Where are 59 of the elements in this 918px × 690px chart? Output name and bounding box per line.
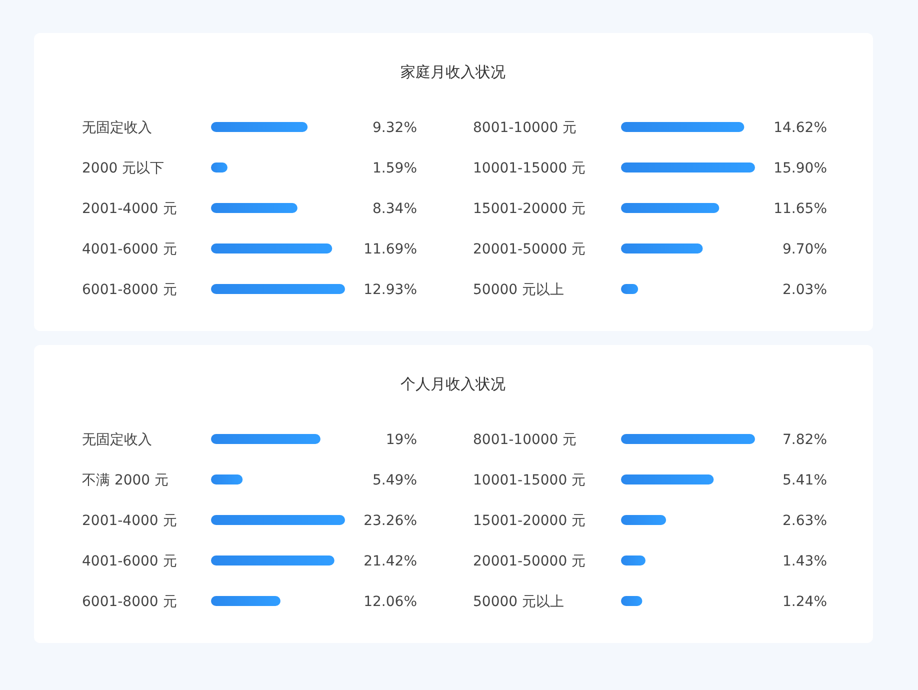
bar [211,284,345,294]
y-tick-label: 10001-15000 元 [473,160,586,176]
y-tick-label: 8001-10000 元 [473,120,577,136]
data-label: 2.63% [782,513,827,529]
bar [211,203,298,213]
y-tick-label: 2001-4000 元 [82,513,177,529]
bar [621,556,646,566]
y-tick-label: 4001-6000 元 [82,242,177,258]
bar [211,244,332,254]
data-label: 7.82% [782,432,827,448]
data-label: 11.69% [364,242,417,258]
bar [621,244,703,254]
y-tick-label: 20001-50000 元 [473,242,586,258]
data-label: 5.49% [372,472,417,488]
data-label: 2.03% [782,282,827,298]
text: 个人月收入状况 [400,375,506,393]
bar [621,122,744,132]
data-label: 1.59% [372,160,417,176]
bar [211,122,308,132]
bar [621,515,666,525]
y-tick-label: 4001-6000 元 [82,554,177,570]
y-tick-label: 15001-20000 元 [473,513,586,529]
y-tick-label: 6001-8000 元 [82,594,177,610]
bar [211,596,280,606]
data-label: 1.24% [782,594,827,610]
data-label: 5.41% [782,472,827,488]
data-label: 19% [386,432,417,448]
data-label: 21.42% [364,554,417,570]
y-tick-label: 15001-20000 元 [473,201,586,217]
y-tick-label: 8001-10000 元 [473,432,577,448]
bar [621,434,755,444]
data-label: 12.06% [364,594,417,610]
bar [621,474,714,484]
data-label: 8.34% [372,201,417,217]
y-tick-label: 无固定收入 [82,432,152,448]
bar [211,474,243,484]
data-label: 12.93% [364,282,417,298]
y-tick-label: 2001-4000 元 [82,201,177,217]
data-label: 11.65% [774,201,827,217]
data-label: 15.90% [774,160,827,176]
data-label: 9.70% [782,242,827,258]
y-tick-label: 2000 元以下 [82,160,164,176]
text: 家庭月收入状况 [400,63,506,81]
y-tick-label: 50000 元以上 [473,282,564,298]
bar [621,162,755,172]
bar [211,515,345,525]
y-tick-label: 不满 2000 元 [82,472,169,488]
data-label: 1.43% [782,554,827,570]
bar [211,556,334,566]
data-label: 9.32% [372,120,417,136]
data-label: 14.62% [774,120,827,136]
y-tick-label: 20001-50000 元 [473,554,586,570]
y-tick-label: 50000 元以上 [473,594,564,610]
y-tick-label: 无固定收入 [82,120,152,136]
y-tick-label: 10001-15000 元 [473,472,586,488]
y-tick-label: 6001-8000 元 [82,282,177,298]
bar [211,434,320,444]
bar [621,203,720,213]
data-label: 23.26% [364,513,417,529]
